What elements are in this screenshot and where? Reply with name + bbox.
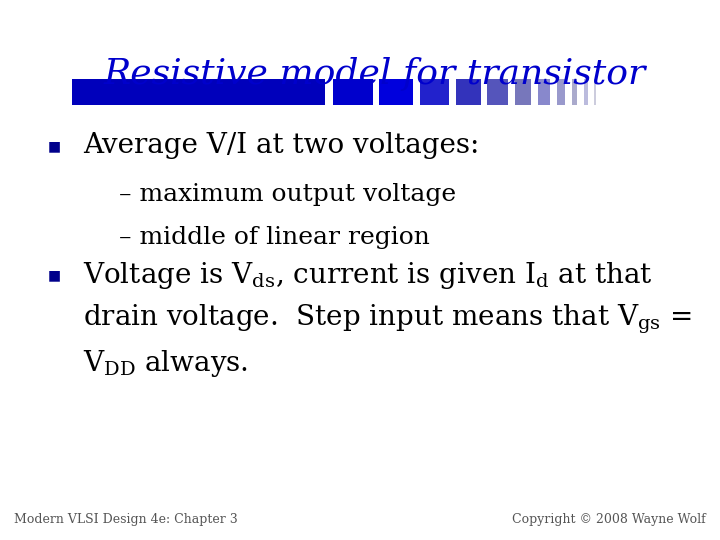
Text: ■: ■ [48,139,60,153]
Bar [584,79,588,105]
Bar [515,79,531,105]
Text: V$_{\mathregular{DD}}$ always.: V$_{\mathregular{DD}}$ always. [83,348,248,380]
Text: Resistive model for transistor: Resistive model for transistor [103,57,646,91]
Bar [557,79,565,105]
Text: Average V/I at two voltages:: Average V/I at two voltages: [83,132,480,159]
Bar [572,79,577,105]
Bar [594,79,596,105]
Bar [538,79,550,105]
Bar [72,79,325,105]
Text: Modern VLSI Design 4e: Chapter 3: Modern VLSI Design 4e: Chapter 3 [14,514,238,526]
Bar [456,79,481,105]
Text: drain voltage.  Step input means that V$_{\mathregular{gs}}$ =: drain voltage. Step input means that V$_… [83,303,691,336]
Text: ■: ■ [48,268,60,282]
Bar [333,79,373,105]
Text: Copyright © 2008 Wayne Wolf: Copyright © 2008 Wayne Wolf [512,514,706,526]
Bar [379,79,413,105]
Text: – middle of linear region: – middle of linear region [119,226,430,249]
Bar [487,79,508,105]
Text: Voltage is V$_{\mathregular{ds}}$, current is given I$_{\mathregular{d}}$ at tha: Voltage is V$_{\mathregular{ds}}$, curre… [83,260,652,291]
Bar [420,79,449,105]
Text: – maximum output voltage: – maximum output voltage [119,183,456,206]
